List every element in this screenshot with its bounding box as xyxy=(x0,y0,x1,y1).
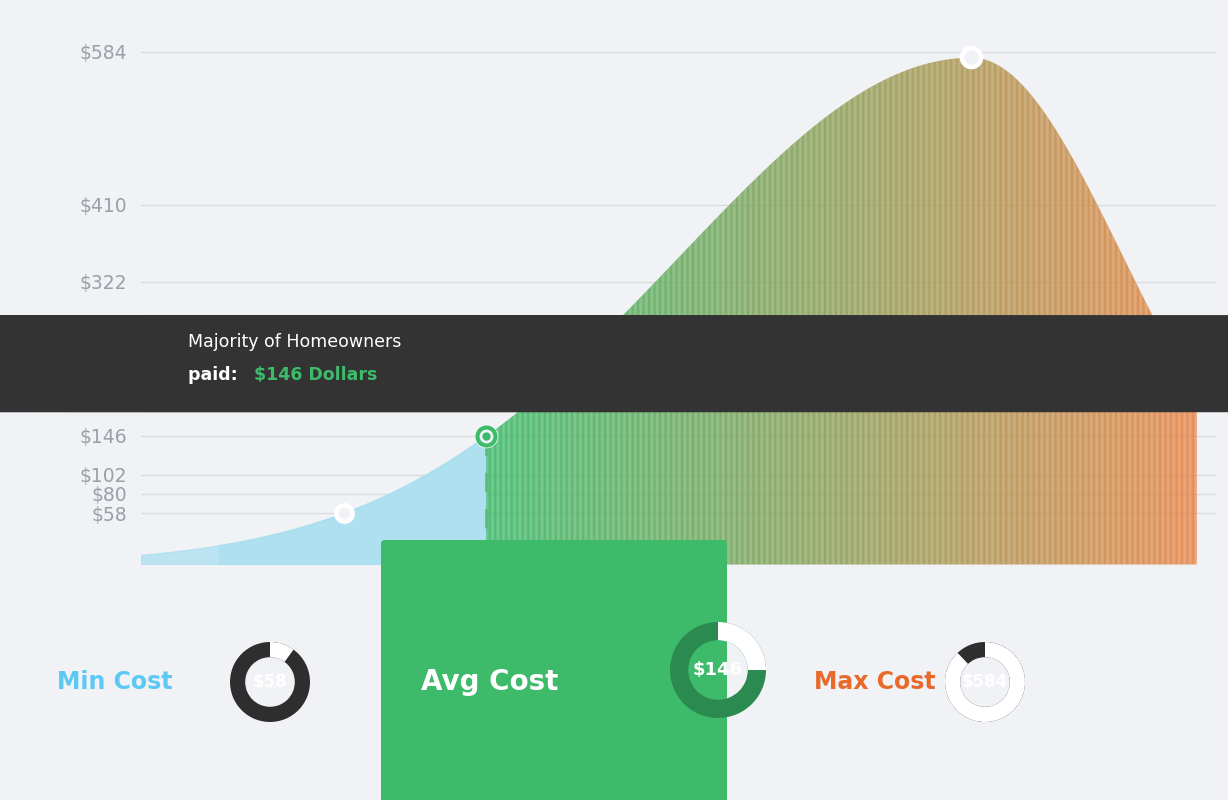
Wedge shape xyxy=(230,642,309,722)
Wedge shape xyxy=(270,642,293,662)
Text: Avg Cost: Avg Cost xyxy=(421,668,559,696)
Text: $584: $584 xyxy=(962,673,1008,691)
Text: $58: $58 xyxy=(253,673,287,691)
Text: Majority of Homeowners: Majority of Homeowners xyxy=(188,334,402,351)
Text: $146 Dollars: $146 Dollars xyxy=(254,366,378,384)
Wedge shape xyxy=(718,622,766,670)
Text: $146: $146 xyxy=(693,661,743,679)
Text: paid:: paid: xyxy=(188,366,243,384)
Text: Max Cost: Max Cost xyxy=(814,670,936,694)
Wedge shape xyxy=(670,622,766,718)
Wedge shape xyxy=(946,642,1025,722)
Wedge shape xyxy=(946,642,1025,722)
Polygon shape xyxy=(447,358,468,383)
Text: Min Cost: Min Cost xyxy=(58,670,173,694)
FancyBboxPatch shape xyxy=(0,315,1228,412)
FancyBboxPatch shape xyxy=(381,540,727,800)
